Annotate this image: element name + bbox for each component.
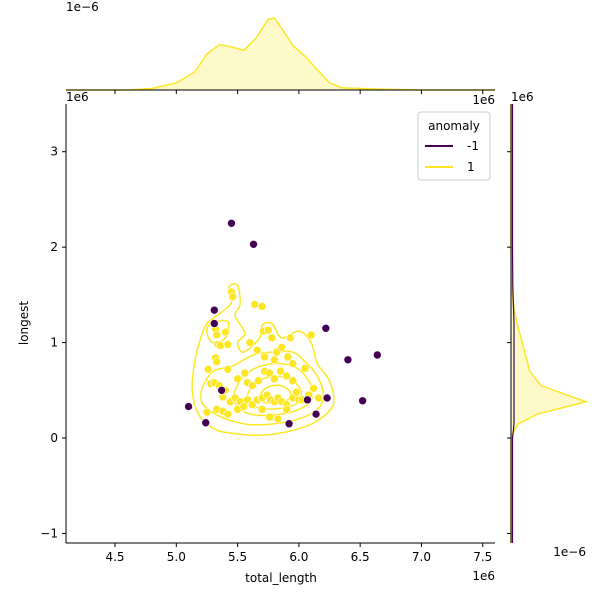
normal-point xyxy=(306,330,316,340)
normal-point xyxy=(276,366,285,376)
normal-point xyxy=(223,340,233,349)
normal-point xyxy=(221,327,230,337)
normal-point xyxy=(223,365,233,374)
normal-point xyxy=(228,292,237,302)
legend-label-normal: 1 xyxy=(467,160,475,174)
normal-point xyxy=(314,393,323,403)
anomaly-point xyxy=(373,350,382,360)
normal-point xyxy=(233,374,242,384)
normal-point xyxy=(286,333,295,343)
legend-title: anomaly xyxy=(428,119,480,133)
normal-point xyxy=(257,302,267,311)
normal-point xyxy=(273,414,283,424)
normal-point xyxy=(223,409,233,419)
normal-point xyxy=(212,330,222,340)
normal-point xyxy=(240,368,250,378)
normal-point xyxy=(239,402,249,411)
y-axis-ticks: −1 0 1 2 3 xyxy=(40,145,66,540)
anomaly-point xyxy=(201,418,211,428)
anomaly-point xyxy=(249,239,258,249)
normal-point xyxy=(283,352,293,362)
x-tick-label: 5.0 xyxy=(167,550,186,564)
anomaly-point xyxy=(210,319,219,328)
anomaly-point xyxy=(217,386,226,395)
x-tick-label: 7.5 xyxy=(473,550,492,564)
right-marginal-panel: 1e6 1e−6 xyxy=(507,90,589,559)
right-kde-fill xyxy=(511,104,586,543)
y-tick-label: −1 xyxy=(40,526,58,540)
y-axis-label: longest xyxy=(17,301,31,346)
legend-frame xyxy=(417,111,491,181)
y-axis-offset-label: 1e6 xyxy=(66,90,89,104)
normal-point xyxy=(254,376,263,386)
normal-point xyxy=(288,376,298,386)
x-tick-label: 4.5 xyxy=(105,550,124,564)
normal-point xyxy=(265,412,274,422)
x-tick-label: 6.0 xyxy=(289,550,308,564)
scatter-points xyxy=(184,218,382,429)
normal-point xyxy=(250,300,260,309)
y-tick-label: 1 xyxy=(50,336,58,350)
normal-point xyxy=(292,387,301,397)
x-axis-offset-label: 1e6 xyxy=(472,569,495,583)
legend: anomaly -1 1 xyxy=(417,111,491,181)
anomaly-point xyxy=(311,409,321,419)
right-marginal-offset-label: 1e6 xyxy=(511,90,534,104)
anomaly-point xyxy=(303,395,312,405)
normal-point xyxy=(265,368,274,378)
right-kde-curve xyxy=(510,104,589,543)
anomaly-point xyxy=(322,393,332,403)
right-marginal-ticks xyxy=(507,151,511,534)
x-axis-ticks: 4.5 5.0 5.5 6.0 6.5 7.0 7.5 xyxy=(105,543,492,564)
top-kde-curve xyxy=(66,17,495,91)
y-tick-label: 3 xyxy=(50,145,58,159)
anomaly-point xyxy=(284,419,294,429)
normal-point xyxy=(263,325,273,335)
x-tick-label: 5.5 xyxy=(228,550,247,564)
top-marginal-axis-offset-label: 1e6 xyxy=(472,93,495,107)
normal-point xyxy=(257,405,267,414)
normal-point xyxy=(270,374,279,384)
normal-point xyxy=(288,359,298,368)
y-tick-label: 0 xyxy=(50,431,58,445)
normal-point xyxy=(212,357,222,366)
anomaly-point xyxy=(343,355,353,365)
anomaly-point xyxy=(210,305,219,315)
kde-contour-line xyxy=(200,350,325,426)
x-axis-label: total_length xyxy=(245,571,317,585)
normal-point xyxy=(267,333,277,343)
normal-point xyxy=(282,371,291,381)
anomaly-point xyxy=(358,396,367,406)
x-tick-label: 7.0 xyxy=(412,550,431,564)
normal-point xyxy=(202,407,212,417)
normal-point xyxy=(270,355,279,365)
normal-point xyxy=(252,345,262,355)
normal-point xyxy=(248,381,257,390)
y-tick-label: 2 xyxy=(50,240,58,254)
anomaly-point xyxy=(227,218,236,228)
normal-point xyxy=(282,405,291,414)
normal-point xyxy=(203,365,213,374)
right-kde-anomaly-curve xyxy=(511,104,515,543)
right-marginal-axis-offset-label: 1e−6 xyxy=(553,545,586,559)
main-scatter-panel: 4.5 5.0 5.5 6.0 6.5 7.0 7.5 −1 0 1 2 3 total_lengt… xyxy=(17,90,495,585)
top-marginal-panel: 1e−6 1e6 xyxy=(66,0,495,107)
top-marginal-offset-label: 1e−6 xyxy=(66,0,99,14)
normal-point xyxy=(300,364,310,373)
normal-point xyxy=(260,352,269,362)
x-tick-label: 6.5 xyxy=(351,550,370,564)
normal-point xyxy=(245,338,255,347)
anomaly-point xyxy=(184,402,193,411)
normal-point xyxy=(309,384,318,393)
top-kde-fill xyxy=(66,18,495,90)
top-marginal-ticks xyxy=(114,90,484,94)
normal-point xyxy=(277,343,287,352)
anomaly-point xyxy=(321,323,331,333)
legend-label-anomaly: -1 xyxy=(467,139,479,153)
normal-point xyxy=(216,341,225,350)
